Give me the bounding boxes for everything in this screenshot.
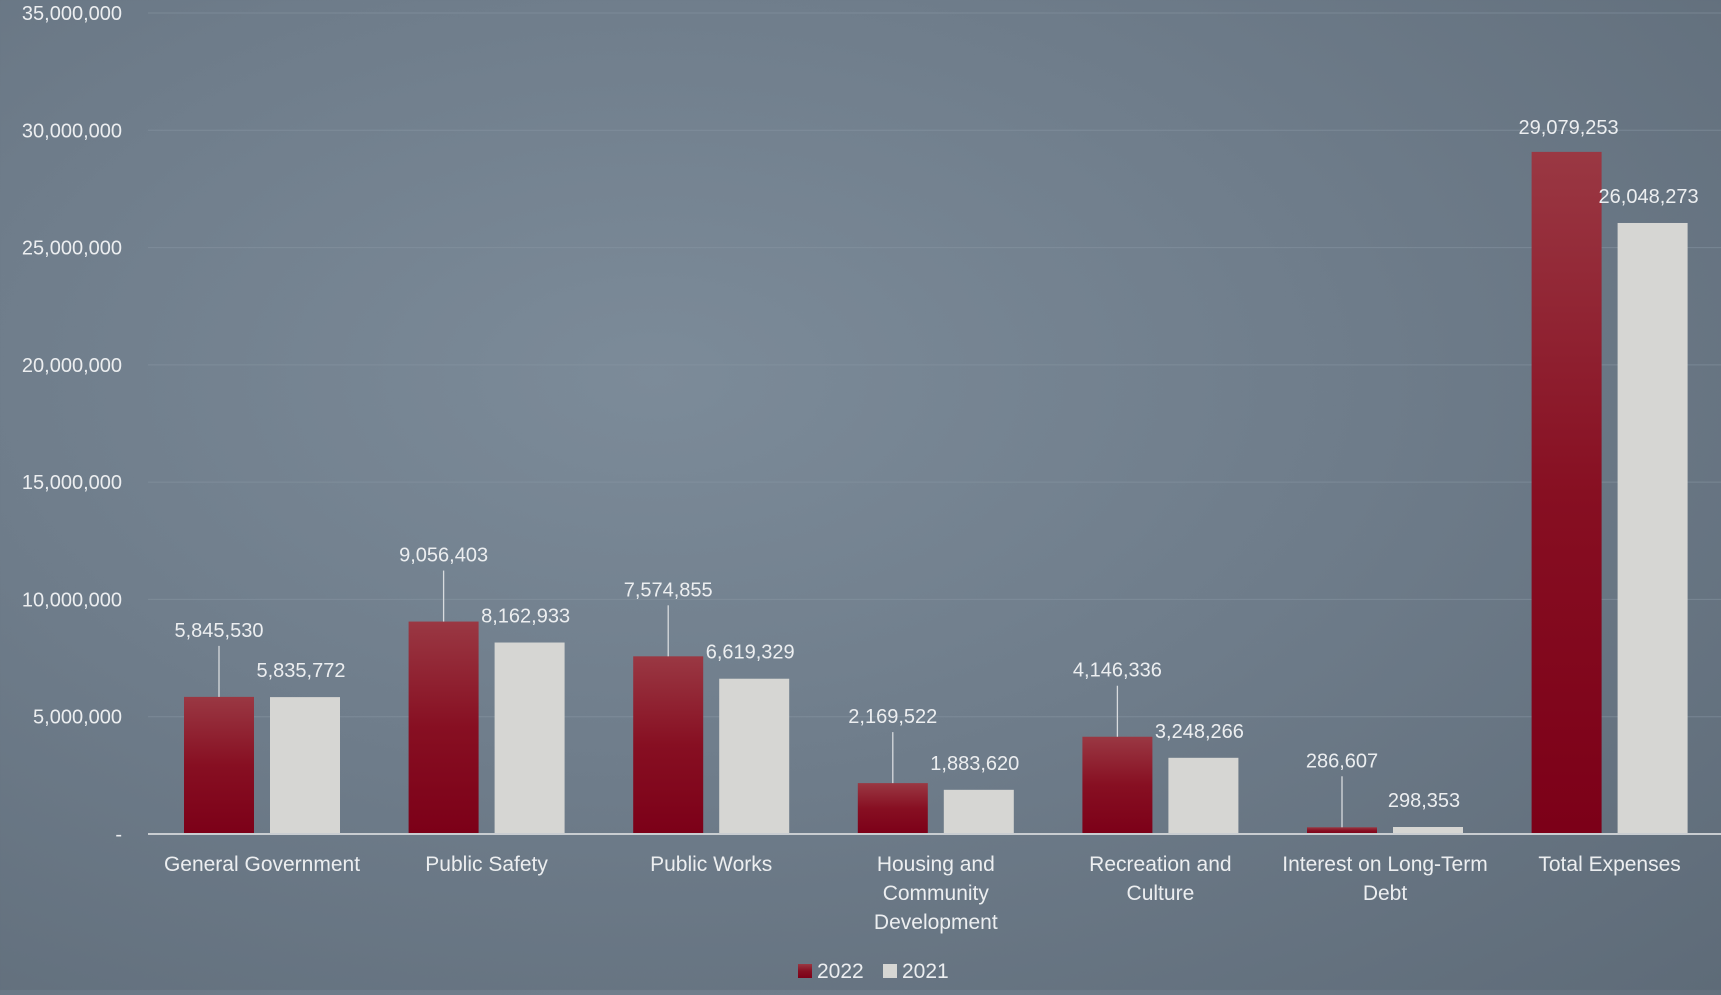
x-tick-label: Culture [1127,882,1195,905]
x-tick-label: Total Expenses [1538,853,1680,876]
x-tick-label: Development [874,911,998,934]
legend: 2022 2021 [798,960,949,983]
x-tick-label: General Government [164,853,360,876]
y-tick-label: 15,000,000 [22,472,122,494]
y-tick-label: 25,000,000 [22,238,122,260]
bar-2021 [719,678,790,834]
bar-2021 [1168,757,1239,834]
gridlines [148,12,1721,718]
legend-swatch-2021 [883,964,897,978]
y-tick-label: - [115,824,122,846]
y-tick-label: 20,000,000 [22,355,122,377]
data-label-2021: 8,162,933 [481,606,570,628]
data-label-2021: 298,353 [1388,790,1460,812]
x-tick-label: Public Safety [425,853,548,876]
data-label-2021: 26,048,273 [1599,186,1699,208]
legend-label-2021: 2021 [902,960,949,983]
x-tick-label: Public Works [650,853,772,876]
y-tick-label: 5,000,000 [33,707,122,729]
data-label-2021: 1,883,620 [930,753,1019,775]
legend-swatch-2022 [798,964,812,978]
data-label-2022: 9,056,403 [399,545,488,567]
legend-label-2022: 2022 [817,960,864,983]
data-label-2022: 286,607 [1306,750,1378,772]
bar-2022 [633,656,704,834]
bar-2021 [1617,222,1688,834]
x-tick-label: Recreation and [1089,853,1231,876]
x-tick-label: Housing and [877,853,995,876]
y-tick-label: 35,000,000 [22,3,122,25]
data-label-2022: 7,574,855 [624,579,713,601]
bar-2022 [857,783,928,834]
data-labels: 5,845,530 5,835,772 9,056,403 8,162,933 7,57… [175,117,1699,828]
x-tick-label: Community [883,882,990,905]
y-axis: - 5,000,000 10,000,000 15,000,000 20,000,000… [22,3,122,846]
data-label-2022: 4,146,336 [1073,660,1162,682]
bars [184,151,1688,835]
data-label-2022: 29,079,253 [1519,117,1619,139]
data-label-2021: 6,619,329 [706,642,795,664]
bar-2021 [943,789,1014,834]
x-tick-label: Debt [1363,882,1408,905]
bar-2022 [1082,736,1153,834]
data-label-2022: 2,169,522 [848,706,937,728]
bar-2022 [1307,827,1377,834]
bar-2021 [270,697,340,834]
bar-2022 [408,621,479,834]
data-label-2021: 3,248,266 [1155,721,1244,743]
bar-2021 [494,642,565,834]
x-axis: General Government Public Safety Public Wo… [148,833,1721,934]
data-label-2022: 5,845,530 [175,620,264,642]
y-tick-label: 30,000,000 [22,120,122,142]
data-label-2021: 5,835,772 [257,660,346,682]
x-tick-label: Interest on Long-Term [1282,853,1487,876]
bar-2021 [1393,827,1463,834]
bar-2022 [184,696,254,834]
bar-2022 [1531,151,1602,835]
y-tick-label: 10,000,000 [22,589,122,611]
